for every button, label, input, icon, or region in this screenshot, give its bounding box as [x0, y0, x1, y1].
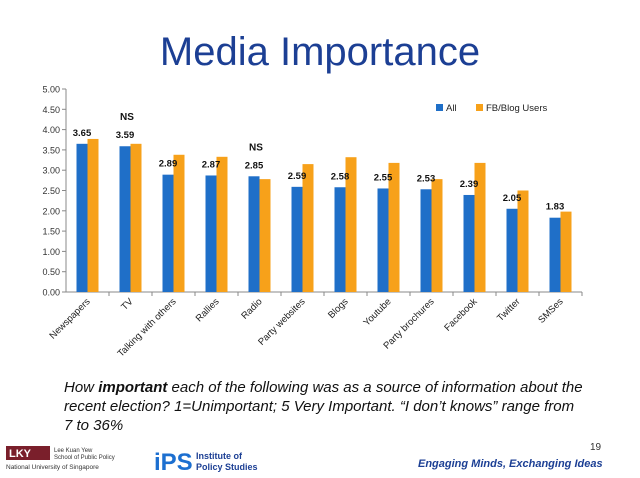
- y-tick-label: 0.00: [42, 288, 60, 298]
- category-label: TV: [119, 296, 136, 313]
- bar-fb-blog: [259, 179, 271, 292]
- y-tick-label: 3.50: [42, 145, 60, 155]
- bar-fb-blog: [431, 179, 443, 292]
- bar-all: [76, 143, 88, 292]
- page-number: 19: [590, 442, 602, 453]
- lky-university: National University of Singapore: [6, 464, 99, 471]
- lky-school-line2: School of Public Policy: [54, 455, 115, 461]
- data-label: 2.39: [460, 179, 479, 190]
- data-label: 2.53: [417, 173, 436, 184]
- data-label: 2.89: [159, 159, 178, 170]
- data-label: 2.05: [503, 193, 522, 204]
- bars-group: [76, 138, 572, 292]
- bar-all: [549, 217, 561, 292]
- category-label: Facebook: [442, 296, 479, 333]
- y-tick-label: 5.00: [42, 85, 60, 95]
- bar-fb-blog: [560, 211, 572, 292]
- bar-fb-blog: [474, 162, 486, 292]
- category-label: Rallies: [194, 296, 222, 324]
- legend-label: FB/Blog Users: [486, 103, 547, 114]
- data-label: 3.59: [116, 130, 135, 141]
- y-tick-label: 1.50: [42, 227, 60, 237]
- category-label: Blogs: [326, 296, 351, 321]
- bar-fb-blog: [345, 157, 357, 292]
- bar-all: [420, 189, 432, 292]
- ips-line1: Institute of: [196, 451, 243, 461]
- ns-annotation: NS: [120, 112, 134, 123]
- lky-school-logo: LKY Lee Kuan Yew School of Public Policy…: [6, 446, 115, 471]
- y-tick-label: 0.50: [42, 267, 60, 277]
- lky-logo-block: [6, 446, 50, 460]
- bar-all: [506, 208, 518, 292]
- bar-fb-blog: [302, 164, 314, 292]
- y-tick-label: 4.50: [42, 105, 60, 115]
- legend-label: All: [446, 103, 457, 114]
- data-label: 3.65: [73, 128, 92, 139]
- bar-all: [463, 194, 475, 292]
- y-tick-label: 2.50: [42, 186, 60, 196]
- category-label: Twitter: [495, 296, 523, 324]
- bar-all: [205, 175, 217, 292]
- bar-all: [248, 176, 260, 292]
- y-tick-label: 3.00: [42, 166, 60, 176]
- y-tick-label: 2.00: [42, 206, 60, 216]
- bar-chart: 0.00 0.50 1.00 1.50 2.00 2.50 3.00 3.50 4.00 4.50…: [42, 85, 583, 359]
- bar-all: [162, 174, 174, 292]
- caption-prefix: How: [64, 379, 99, 396]
- category-label: Radio: [239, 296, 264, 321]
- bar-fb-blog: [87, 138, 99, 292]
- legend-swatch-fb-blog: [476, 104, 483, 111]
- lky-school-line1: Lee Kuan Yew: [54, 448, 93, 454]
- data-label: 2.55: [374, 172, 393, 183]
- caption-rest: each of the following was as a source of…: [64, 379, 583, 434]
- y-tick-label: 4.00: [42, 125, 60, 135]
- data-label: 2.58: [331, 171, 350, 182]
- category-label: Newspapers: [47, 296, 92, 341]
- chart-legend: All FB/Blog Users: [436, 103, 547, 114]
- ips-line2: Policy Studies: [196, 462, 258, 472]
- ips-logo-text: iPS: [154, 449, 193, 476]
- data-label: 2.85: [245, 160, 264, 171]
- bar-fb-blog: [173, 154, 185, 292]
- ips-logo: iPS Institute of Policy Studies: [154, 449, 258, 476]
- slide-title: Media Importance: [159, 30, 481, 74]
- data-label: 2.87: [202, 159, 221, 170]
- category-label: Youtube: [361, 296, 393, 328]
- bar-all: [334, 187, 346, 292]
- data-label: 2.59: [288, 171, 307, 182]
- bar-fb-blog: [130, 143, 142, 292]
- bar-fb-blog: [517, 190, 529, 292]
- y-tick-label: 1.00: [42, 247, 60, 257]
- caption-emphasis: important: [98, 379, 168, 396]
- legend-swatch-all: [436, 104, 443, 111]
- category-label: SMSes: [536, 296, 566, 326]
- bar-all: [119, 146, 131, 292]
- bar-fb-blog: [388, 162, 400, 292]
- bar-all: [291, 186, 303, 292]
- data-label: 1.83: [546, 202, 565, 213]
- tagline: Engaging Minds, Exchanging Ideas: [418, 458, 603, 470]
- ns-annotation: NS: [249, 142, 263, 153]
- bar-all: [377, 188, 389, 292]
- lky-logo-text: LKY: [9, 448, 32, 460]
- annotations-group: NS NS: [120, 112, 263, 153]
- data-labels-group: 3.65 3.59 2.89 2.87 2.85 2.59 2.58 2.55 2.53 2.39…: [73, 128, 565, 213]
- question-caption: How important each of the following was …: [64, 378, 584, 435]
- bar-fb-blog: [216, 156, 228, 292]
